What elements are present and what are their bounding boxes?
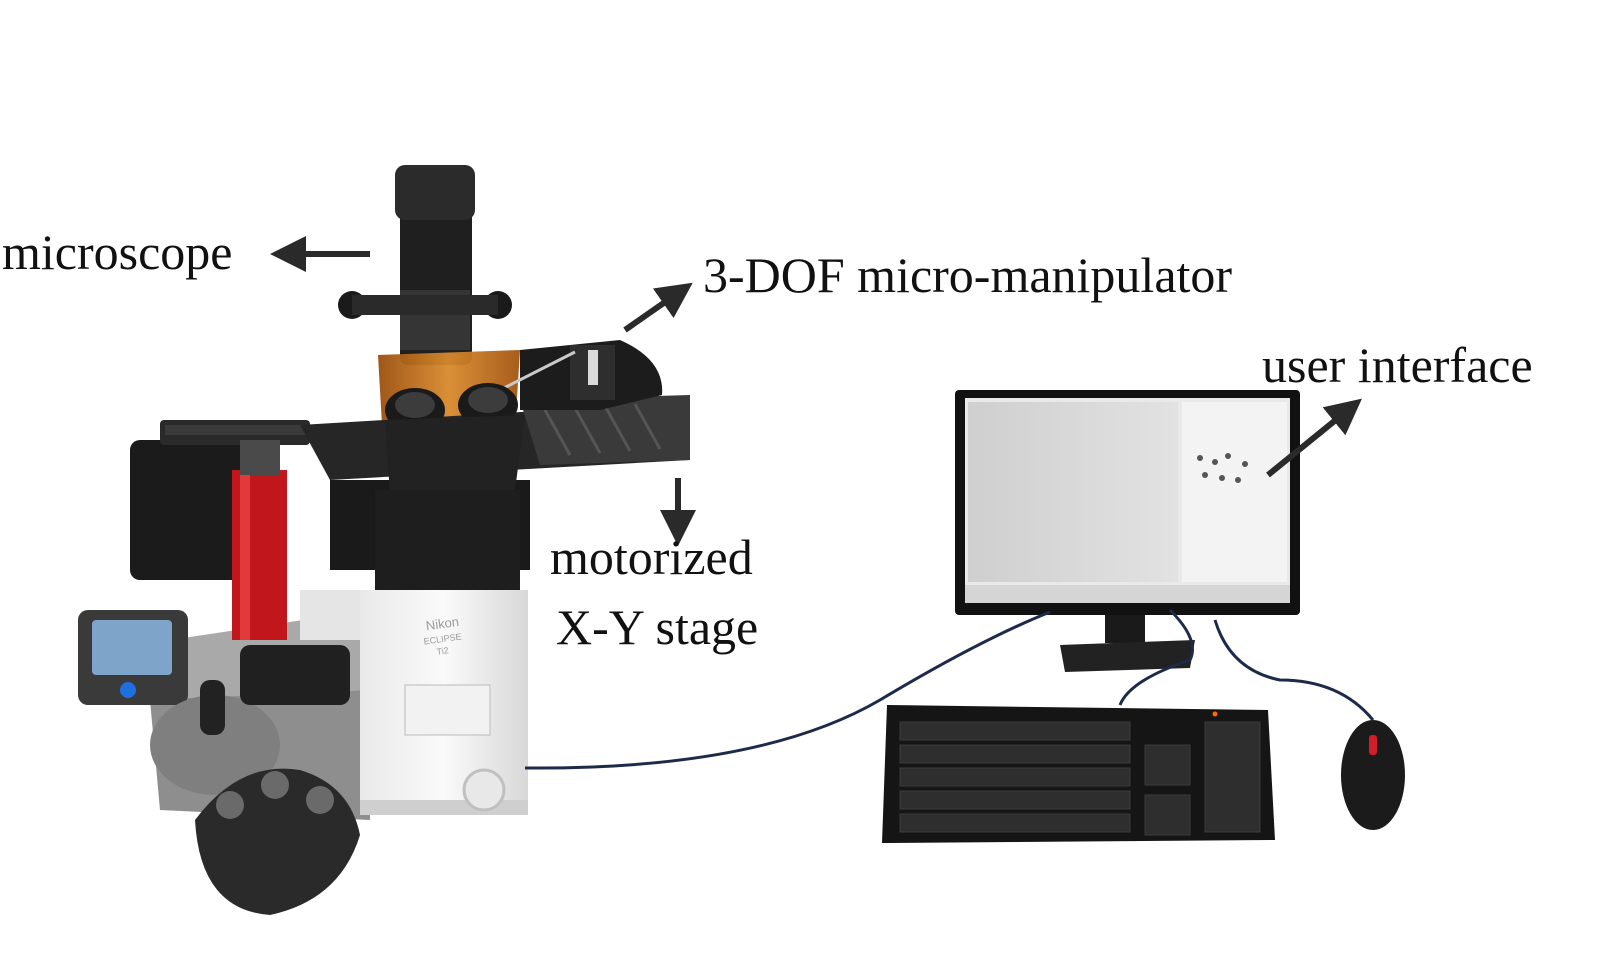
fine-focus-knob xyxy=(462,768,506,812)
inventory-sticker xyxy=(404,684,491,736)
cell-dots xyxy=(1197,453,1248,483)
power-button-icon xyxy=(120,682,136,698)
annotation-arrows xyxy=(270,236,1362,546)
microscope-base xyxy=(360,800,528,815)
mouse-wheel xyxy=(1369,735,1377,755)
right-eyepiece-lens xyxy=(468,387,508,413)
camera-view-panel xyxy=(968,402,1178,582)
micro-pipette xyxy=(499,350,576,392)
taskbar xyxy=(965,585,1290,603)
microscope-label: microscope xyxy=(2,224,233,280)
gamepad-button-1 xyxy=(216,791,244,819)
joystick-stick xyxy=(200,680,225,735)
microscope-neck xyxy=(375,490,520,590)
camera-top-plate xyxy=(165,425,305,435)
binocular-head xyxy=(385,415,525,495)
usb-cable-microscope xyxy=(524,610,1051,770)
control-panel xyxy=(1182,402,1287,582)
stage-label-line1: motorized xyxy=(550,529,753,585)
manipulator-label: 3-DOF micro-manipulator xyxy=(703,247,1233,303)
gamepad-button-2 xyxy=(261,771,289,799)
user-interface-label: user interface xyxy=(1262,337,1533,393)
stage-slots xyxy=(543,403,662,456)
stage-label-line2: X-Y stage xyxy=(556,599,759,655)
gamepad-button-3 xyxy=(306,786,334,814)
camera-adapter xyxy=(240,645,350,705)
model-sub-text: Ti2 xyxy=(436,645,449,657)
frame-mount xyxy=(240,440,280,475)
manipulator-label xyxy=(588,350,598,385)
side-port xyxy=(300,590,370,640)
red-frame-highlight xyxy=(240,470,250,640)
mouse xyxy=(1341,720,1405,830)
left-eyepiece-lens xyxy=(395,392,435,418)
mouse-cable xyxy=(1213,619,1375,721)
keyboard-led xyxy=(1212,711,1218,717)
keyboard-cable xyxy=(1118,608,1194,706)
camera-housing xyxy=(130,440,250,580)
computer-workstation xyxy=(524,390,1405,843)
microscope-system xyxy=(78,165,690,915)
user-interface-arrow xyxy=(1266,398,1362,478)
monitor-neck xyxy=(1105,615,1145,643)
touch-screen xyxy=(92,620,172,675)
focus-knob-bar xyxy=(352,295,498,315)
manipulator-arrow xyxy=(623,282,693,333)
joystick-base xyxy=(150,695,280,795)
stage-plate xyxy=(520,395,690,465)
monitor-stand xyxy=(1060,640,1195,672)
illumination-head xyxy=(395,165,475,220)
brand-text: Nikon xyxy=(425,614,460,633)
keyboard-keys xyxy=(899,721,1261,836)
